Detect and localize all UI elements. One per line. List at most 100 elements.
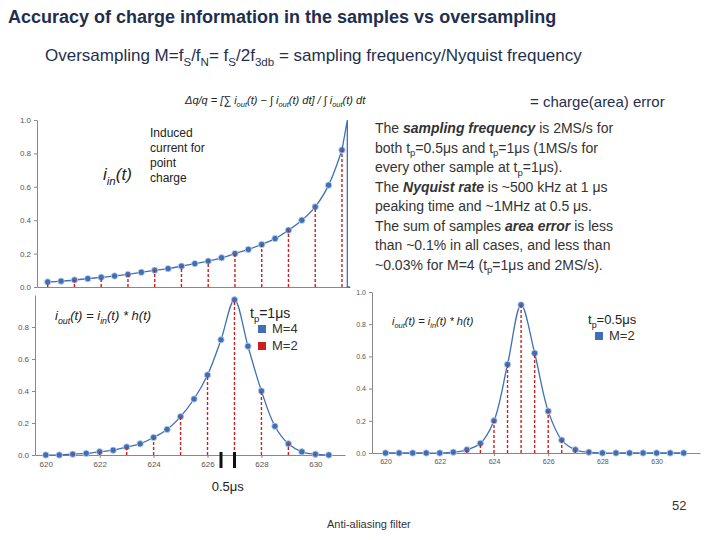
x-tick: 626: [201, 455, 215, 469]
sample-dot: [396, 450, 402, 456]
x-tick-label: 630: [309, 460, 323, 469]
plot-area: [382, 302, 687, 457]
x-tick-mark: [261, 455, 262, 458]
text-run: =1μs: [259, 305, 290, 321]
note-line: The sum of samples area error is less: [375, 218, 613, 234]
y-tick: 0.8: [356, 321, 372, 328]
sample-dot: [137, 441, 143, 447]
text-run: ~0.03% for M=4 (t: [375, 257, 487, 273]
text-run: (t) − ∫ i: [247, 94, 279, 107]
y-tick: 0.0: [356, 450, 372, 457]
legend-label: M=4: [272, 321, 298, 336]
x-tick-label: 628: [597, 458, 609, 465]
sample-dot: [464, 447, 470, 453]
page-number: 52: [672, 498, 686, 513]
y-axis-line: [372, 293, 373, 454]
sample-stem: [575, 450, 576, 453]
sample-stem: [588, 451, 589, 453]
text-run: (t) = i: [405, 315, 431, 327]
legend-label: M=2: [272, 338, 298, 353]
text-run: =0.5μs and t: [415, 140, 493, 156]
sample-stem: [453, 451, 454, 453]
y-tick: 0.6: [20, 183, 37, 192]
sample-dot: [218, 337, 224, 343]
annotation: iin(t): [103, 165, 132, 187]
sample-stem: [207, 375, 208, 455]
sample-stem: [507, 364, 508, 453]
y-tick-mark: [34, 220, 37, 221]
sample-dot: [245, 246, 251, 252]
y-tick-label: 0.0: [18, 451, 30, 460]
sample-dot: [586, 449, 592, 455]
text-run: =1μs).: [523, 159, 563, 175]
background: [0, 0, 720, 540]
sample-dot: [83, 450, 89, 456]
sample-dot: [382, 450, 388, 456]
x-axis: 620622624626628630: [373, 453, 701, 465]
sample-dot: [272, 235, 278, 241]
sample-dot: [437, 450, 443, 456]
y-tick-label: 0.8: [356, 321, 366, 328]
sample-stem: [74, 280, 75, 287]
sample-dot: [192, 260, 198, 266]
x-axis-line: [38, 287, 351, 288]
sample-stem: [561, 440, 562, 453]
sample-dot: [191, 396, 197, 402]
chart: 6206226246266286300.00.20.40.60.81.0M=2: [356, 289, 700, 465]
sample-stem: [181, 266, 182, 287]
annotation: charge: [150, 171, 187, 185]
y-tick: 0.2: [20, 250, 37, 259]
y-tick-label: 0.2: [18, 419, 30, 428]
annotation: current for: [150, 141, 205, 155]
sample-stem: [127, 274, 128, 287]
annotation: 0.5μs: [212, 479, 245, 494]
y-axis-line: [37, 121, 38, 288]
text-run: The sum of samples: [375, 218, 505, 234]
x-tick-mark: [494, 453, 495, 456]
sample-stem: [99, 452, 100, 455]
text-run: The: [375, 120, 403, 136]
sample-dot: [110, 447, 116, 453]
y-tick-label: 1.0: [20, 116, 32, 125]
legend: M=2: [595, 328, 635, 343]
sample-stem: [261, 391, 262, 455]
sample-stem: [493, 421, 494, 453]
sample-stem: [126, 447, 127, 455]
sample-dot: [165, 265, 171, 271]
text-run: Anti-aliasing filter: [327, 518, 411, 530]
sample-stem: [234, 300, 235, 455]
y-tick: 0.4: [18, 387, 35, 396]
text-run: peaking time and ~1MHz at 0.5 μs.: [375, 198, 592, 214]
text-run: (t) * h(t): [107, 308, 151, 323]
x-tick-label: 626: [201, 460, 215, 469]
y-tick: 0.2: [18, 419, 35, 428]
x-tick-label: 620: [380, 458, 392, 465]
y-tick: 0.0: [18, 451, 35, 460]
sample-dot: [272, 423, 278, 429]
sample-dot: [164, 426, 170, 432]
curve: [342, 120, 350, 287]
text-run: is 2MS/s for: [535, 120, 613, 136]
text-run: area error: [505, 218, 572, 234]
text-run: /f: [191, 46, 201, 65]
sample-dot: [312, 451, 318, 457]
text-run: /2f: [236, 46, 255, 65]
y-tick-mark: [32, 391, 35, 392]
text-run: Accuracy of charge information in the sa…: [8, 7, 556, 27]
sample-stem: [47, 282, 48, 287]
sample-dot: [58, 278, 64, 284]
annotation: tp=1μs: [250, 305, 290, 324]
sample-dot: [325, 182, 331, 188]
y-tick: 0.4: [356, 385, 372, 392]
x-tick-label: 624: [147, 460, 161, 469]
x-tick-label: 622: [94, 460, 108, 469]
y-tick: 0.8: [20, 149, 37, 158]
sample-stem: [466, 450, 467, 453]
note-line: The Nyquist rate is ~500 kHz at 1 μs: [375, 179, 608, 195]
sample-dot: [640, 450, 646, 456]
sample-stem: [315, 207, 316, 287]
text-run: = sampling frequency/Nyquist frequency: [274, 46, 582, 65]
text-run: than ~0.1% in all cases, and less than: [375, 237, 610, 253]
y-tick: 0.8: [18, 323, 35, 332]
note-line: ~0.03% for M=4 (tp=1μs and 2MS/s).: [375, 257, 603, 276]
